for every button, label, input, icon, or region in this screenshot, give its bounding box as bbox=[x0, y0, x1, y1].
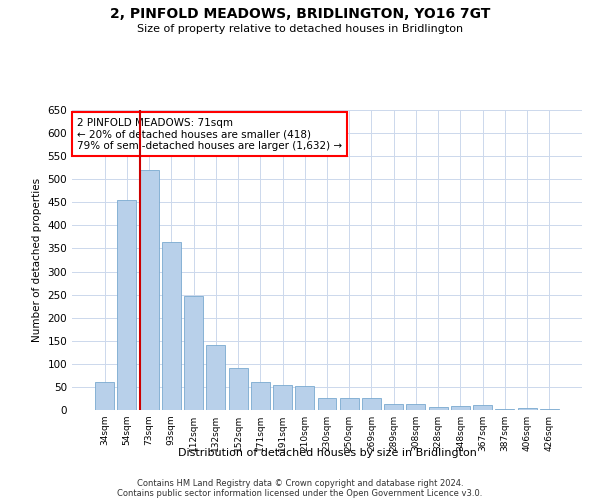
Bar bbox=[162, 242, 181, 410]
Bar bbox=[384, 404, 403, 410]
Bar bbox=[362, 398, 381, 410]
Text: Size of property relative to detached houses in Bridlington: Size of property relative to detached ho… bbox=[137, 24, 463, 34]
Text: Distribution of detached houses by size in Bridlington: Distribution of detached houses by size … bbox=[178, 448, 476, 458]
Y-axis label: Number of detached properties: Number of detached properties bbox=[32, 178, 42, 342]
Text: 2 PINFOLD MEADOWS: 71sqm
← 20% of detached houses are smaller (418)
79% of semi-: 2 PINFOLD MEADOWS: 71sqm ← 20% of detach… bbox=[77, 118, 342, 150]
Bar bbox=[317, 398, 337, 410]
Text: 2, PINFOLD MEADOWS, BRIDLINGTON, YO16 7GT: 2, PINFOLD MEADOWS, BRIDLINGTON, YO16 7G… bbox=[110, 8, 490, 22]
Bar bbox=[429, 407, 448, 410]
Bar bbox=[273, 384, 292, 410]
Bar bbox=[184, 296, 203, 410]
Bar bbox=[496, 408, 514, 410]
Bar bbox=[229, 368, 248, 410]
Bar bbox=[518, 408, 536, 410]
Bar bbox=[140, 170, 158, 410]
Bar bbox=[473, 406, 492, 410]
Bar bbox=[295, 386, 314, 410]
Bar bbox=[340, 398, 359, 410]
Bar bbox=[406, 404, 425, 410]
Bar bbox=[95, 382, 114, 410]
Text: Contains HM Land Registry data © Crown copyright and database right 2024.: Contains HM Land Registry data © Crown c… bbox=[137, 478, 463, 488]
Bar bbox=[540, 408, 559, 410]
Text: Contains public sector information licensed under the Open Government Licence v3: Contains public sector information licen… bbox=[118, 488, 482, 498]
Bar bbox=[206, 346, 225, 410]
Bar bbox=[118, 200, 136, 410]
Bar bbox=[251, 382, 270, 410]
Bar bbox=[451, 406, 470, 410]
